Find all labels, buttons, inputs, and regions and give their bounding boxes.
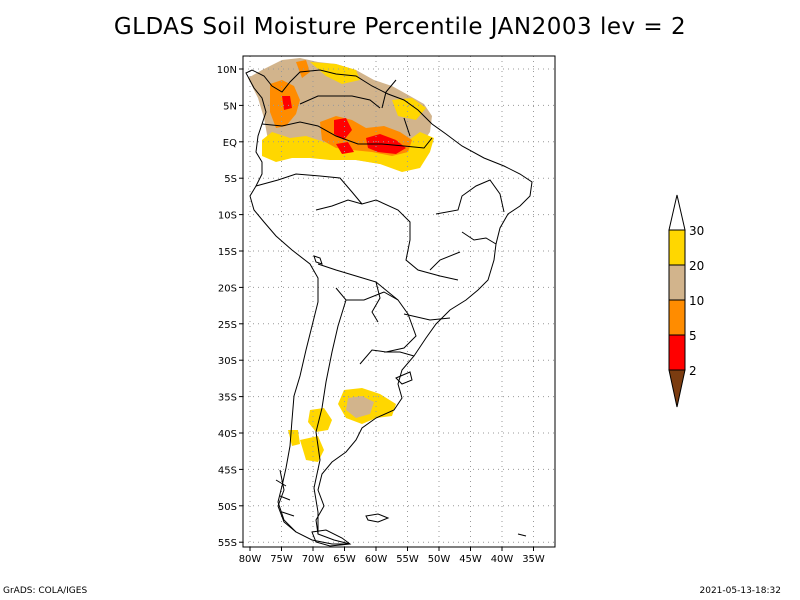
south-america-coastline <box>245 69 533 545</box>
lat-label: 45S <box>218 465 237 476</box>
lat-label: 50S <box>218 502 237 513</box>
plot-frame <box>242 55 556 548</box>
lon-label: 35W <box>522 554 545 565</box>
lon-label: 70W <box>302 554 325 565</box>
colorbar-label-2: 2 <box>689 364 697 378</box>
border-4 <box>317 263 381 323</box>
footer-credit: GrADS: COLA/IGES <box>3 586 88 596</box>
border-2 <box>255 173 363 205</box>
longitude-labels: 80W 75W 70W 65W 60W 55W 50W 45W 40W 35W <box>239 547 545 565</box>
footer-timestamp: 2021-05-13-18:32 <box>699 586 782 596</box>
continent-outline <box>245 69 533 547</box>
percentile-shading <box>248 58 434 462</box>
border-14 <box>461 231 497 245</box>
border-5 <box>335 287 417 365</box>
lat-label: 10N <box>217 65 237 76</box>
lon-label: 65W <box>333 554 356 565</box>
tierra-del-fuego <box>311 529 352 547</box>
lon-label: 45W <box>459 554 482 565</box>
colorbar-label-5: 5 <box>689 329 697 343</box>
border-12 <box>384 351 415 357</box>
colorbar-label-30: 30 <box>689 224 704 238</box>
border-8 <box>381 79 397 109</box>
shade-south-tan <box>346 396 374 418</box>
lat-label: EQ <box>223 138 237 149</box>
lon-label: 50W <box>428 554 451 565</box>
shade-north-red <box>334 118 352 140</box>
colorbar-bin-20-30 <box>668 229 686 266</box>
lat-label: 15S <box>218 247 237 258</box>
lat-label: 30S <box>218 356 237 367</box>
lake-titicaca <box>313 255 323 265</box>
shade-north-red-4 <box>282 96 292 110</box>
border-1 <box>261 121 433 149</box>
lat-label: 55S <box>218 538 237 549</box>
border-7 <box>299 95 381 109</box>
colorbar-arrow-bottom <box>668 369 686 408</box>
border-13 <box>435 179 505 215</box>
lat-label: 5N <box>223 101 237 112</box>
shade-south-yellow-3 <box>300 436 324 462</box>
small-island-1 <box>517 533 527 537</box>
colorbar-bin-10-20 <box>668 264 686 301</box>
lat-label: 20S <box>218 283 237 294</box>
lon-label: 80W <box>239 554 262 565</box>
lon-label: 55W <box>396 554 419 565</box>
falkland-islands <box>365 513 390 523</box>
border-15 <box>429 251 461 271</box>
colorbar-label-20: 20 <box>689 259 704 273</box>
lon-label: 60W <box>365 554 388 565</box>
shade-south-yellow-2 <box>308 408 332 432</box>
shade-north-red-2 <box>336 142 354 154</box>
border-10 <box>375 281 399 301</box>
lat-label: 5S <box>224 174 237 185</box>
border-6 <box>313 299 347 534</box>
colorbar-bin-5-10 <box>668 299 686 336</box>
colorbar-bin-2-5 <box>668 334 686 371</box>
map-title: GLDAS Soil Moisture Percentile JAN2003 l… <box>113 14 687 40</box>
border-9 <box>403 117 411 137</box>
border-11 <box>403 313 451 321</box>
lat-lon-grid <box>243 56 555 547</box>
lat-label: 25S <box>218 320 237 331</box>
lat-label: 35S <box>218 393 237 404</box>
border-3 <box>315 199 459 281</box>
shade-north-yellow-2 <box>310 62 360 84</box>
lagoon <box>395 371 413 385</box>
colorbar: 30 20 10 5 2 <box>668 194 704 408</box>
colorbar-arrow-top <box>668 194 686 231</box>
lon-label: 75W <box>270 554 293 565</box>
latitude-labels: 10N 5N EQ 5S 10S 15S 20S 25S 30S 35S 40S 45S 50S 55S <box>217 65 243 549</box>
lat-label: 10S <box>218 211 237 222</box>
lon-label: 40W <box>491 554 514 565</box>
lat-label: 40S <box>218 429 237 440</box>
colorbar-label-10: 10 <box>689 294 704 308</box>
chile-archipelago <box>275 469 297 533</box>
shade-north-yellow-3 <box>392 98 426 120</box>
